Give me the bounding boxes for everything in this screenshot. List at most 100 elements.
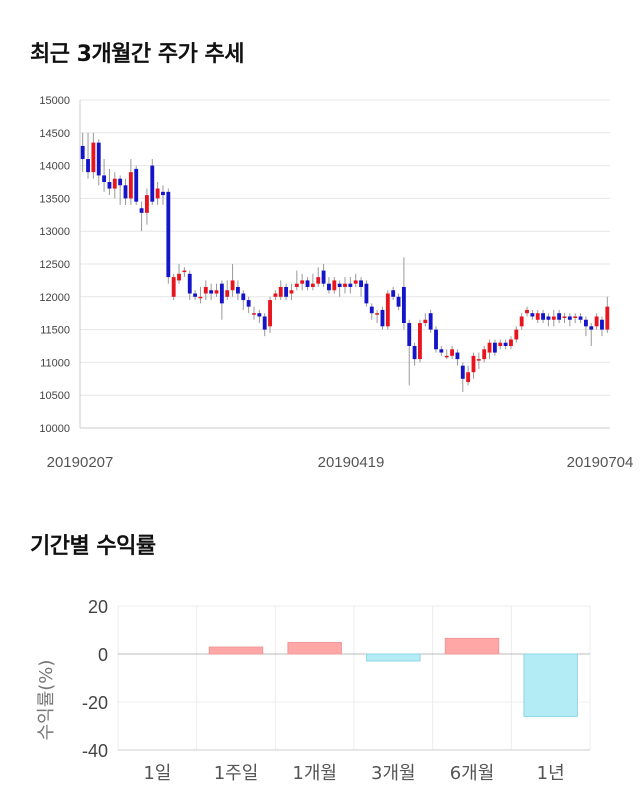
candle-body <box>241 293 246 301</box>
candle-body <box>310 283 315 287</box>
candle-body <box>509 339 513 346</box>
return-bar <box>444 637 500 655</box>
price-ytick-label: 14000 <box>39 161 70 173</box>
candle-body <box>268 300 272 327</box>
return-category-label: 1주일 <box>214 763 259 784</box>
candle-body <box>177 273 181 281</box>
candle-body <box>514 329 519 340</box>
return-ytick-label: 0 <box>98 645 108 665</box>
candle-body <box>236 286 240 294</box>
return-ytick-label: -40 <box>82 741 108 761</box>
candle-body <box>551 316 556 320</box>
candle-body <box>139 208 144 213</box>
candle-body <box>86 159 90 173</box>
candle-body <box>294 283 299 287</box>
candle-body <box>316 277 321 284</box>
candle-body <box>583 319 588 327</box>
return-category-label: 1일 <box>143 763 171 784</box>
candle-body <box>118 178 123 186</box>
return-bar <box>366 653 421 662</box>
candle-body <box>530 313 535 317</box>
candle-body <box>102 175 107 182</box>
price-ytick-label: 11000 <box>40 357 70 369</box>
price-ytick-label: 14500 <box>39 128 70 140</box>
return-category-label: 6개월 <box>450 763 495 784</box>
candle-body <box>412 346 417 360</box>
candle-body <box>150 165 155 202</box>
candle-body <box>112 178 117 189</box>
price-xtick-label: 20190704 <box>567 454 634 471</box>
candle-body <box>385 293 390 327</box>
price-xtick-label: 20190419 <box>318 454 385 471</box>
candle-body <box>562 316 567 318</box>
candle-body <box>567 316 572 320</box>
candle-body <box>187 273 192 294</box>
candle-body <box>193 293 198 297</box>
price-trend-chart: 10000 10500 11000 11500 12000 12500 13000 13500… <box>39 95 634 471</box>
candle-body <box>557 313 562 320</box>
return-ylabel: 수익률(%) <box>36 660 57 741</box>
candle-body <box>107 182 112 189</box>
candle-body <box>203 286 208 294</box>
candle-body <box>466 372 471 383</box>
candle-body <box>364 283 369 304</box>
return-bar <box>208 646 264 655</box>
candle-body <box>375 313 380 315</box>
candle-body <box>380 309 385 327</box>
candle-body <box>423 319 428 324</box>
candle-body <box>343 283 347 287</box>
candle-body <box>289 290 294 294</box>
candle-body <box>439 349 444 353</box>
return-bar <box>287 641 342 655</box>
candle-body <box>300 280 305 284</box>
candle-body <box>492 342 497 353</box>
candle-body <box>428 313 433 330</box>
candle-body <box>353 280 358 284</box>
price-ytick-label: 13000 <box>39 226 70 238</box>
candle-body <box>246 300 251 307</box>
candle-body <box>219 283 224 304</box>
price-ytick-label: 15000 <box>39 95 70 107</box>
candle-body <box>225 290 230 297</box>
price-xtick-label: 20190207 <box>47 454 114 471</box>
candle-body <box>144 195 149 213</box>
candle-body <box>348 283 353 287</box>
candle-body <box>401 286 406 324</box>
candle-body <box>455 352 460 360</box>
candle-body <box>91 142 96 173</box>
candle-body <box>594 316 599 327</box>
candle-body <box>369 306 374 314</box>
candle-body <box>134 168 139 202</box>
candle-body <box>257 313 262 317</box>
return-bar <box>523 653 578 717</box>
candle-body <box>450 349 454 356</box>
return-chart-title: 기간별 수익률 <box>30 534 156 559</box>
candle-body <box>182 270 187 273</box>
candle-body <box>198 296 203 299</box>
candle-body <box>214 290 219 294</box>
candle-body <box>273 293 278 297</box>
candle-body <box>525 309 529 314</box>
candle-body <box>284 286 289 297</box>
candle-body <box>418 323 422 360</box>
return-ytick-label: -20 <box>82 693 108 713</box>
return-category-label: 3개월 <box>371 763 416 784</box>
candle-body <box>123 185 128 199</box>
candle-body <box>535 313 540 320</box>
candle-body <box>278 286 283 297</box>
price-ytick-label: 11500 <box>40 325 70 337</box>
return-category-label: 1년 <box>537 763 565 784</box>
candle-body <box>305 280 310 287</box>
candle-body <box>391 290 396 297</box>
candle-body <box>444 355 449 358</box>
price-ytick-label: 12000 <box>39 292 70 304</box>
candle-body <box>578 316 583 320</box>
candle-body <box>321 270 326 284</box>
candle-body <box>460 365 465 379</box>
candle-body <box>155 188 160 199</box>
candle-body <box>128 172 133 199</box>
candle-body <box>252 313 256 315</box>
return-category-label: 1개월 <box>292 763 337 784</box>
candle-body <box>519 316 524 327</box>
